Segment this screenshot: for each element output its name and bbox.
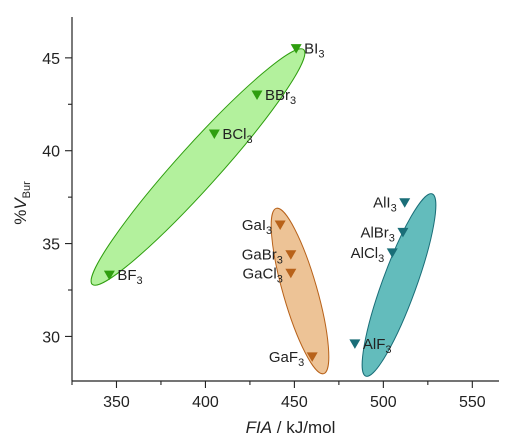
y-axis-title: %VBur xyxy=(11,181,33,225)
point-label-bcl3: BCl3 xyxy=(222,126,252,146)
axes: 350 400 450 500 550 30 35 40 45 xyxy=(42,17,499,411)
point-marker-bf3 xyxy=(103,270,115,281)
point-label-gaf3: GaF3 xyxy=(269,349,304,369)
point-label-bf3: BF3 xyxy=(117,267,142,287)
point-label-bi3: BI3 xyxy=(304,41,324,61)
point-marker-alf3 xyxy=(349,339,361,349)
point-marker-bbr3 xyxy=(251,90,263,100)
point-label-gai3: GaI3 xyxy=(242,217,272,237)
point-marker-bcl3 xyxy=(208,129,220,139)
point-marker-gabr3 xyxy=(285,250,297,260)
x-tick-label: 550 xyxy=(459,394,486,411)
point-label-alf3: AlF3 xyxy=(363,336,392,356)
point-label-gacl3: GaCl3 xyxy=(243,265,283,285)
point-marker-gacl3 xyxy=(285,268,297,279)
gallium-cluster-ellipse xyxy=(270,207,330,375)
point-marker-bi3 xyxy=(290,44,302,54)
point-label-albr3: AlBr3 xyxy=(360,224,394,244)
y-tick-label: 30 xyxy=(42,329,60,346)
point-marker-albr3 xyxy=(397,227,409,238)
axis-titles: FIA / kJ/mol %VBur xyxy=(11,181,335,437)
x-tick-label: 500 xyxy=(370,394,397,411)
point-marker-gai3 xyxy=(274,220,286,230)
point-marker-ali3 xyxy=(399,198,411,208)
x-axis-title: FIA / kJ/mol xyxy=(246,418,336,437)
x-tick-label: 400 xyxy=(192,394,219,411)
boron-cluster-ellipse xyxy=(90,48,306,286)
point-label-bbr3: BBr3 xyxy=(265,87,296,107)
point-label-ali3: AlI3 xyxy=(373,195,397,215)
y-tick-label: 35 xyxy=(42,237,60,254)
y-tick-label: 45 xyxy=(42,51,60,68)
data-points xyxy=(103,44,411,362)
aluminium-cluster-ellipse xyxy=(361,193,437,377)
point-marker-gaf3 xyxy=(306,352,318,362)
point-label-gabr3: GaBr3 xyxy=(242,247,283,267)
cluster-ellipses xyxy=(90,48,437,377)
x-tick-label: 350 xyxy=(103,394,130,411)
point-marker-alcl3 xyxy=(386,248,398,258)
y-tick-label: 40 xyxy=(42,144,60,161)
x-tick-label: 450 xyxy=(281,394,308,411)
point-label-alcl3: AlCl3 xyxy=(351,245,385,265)
